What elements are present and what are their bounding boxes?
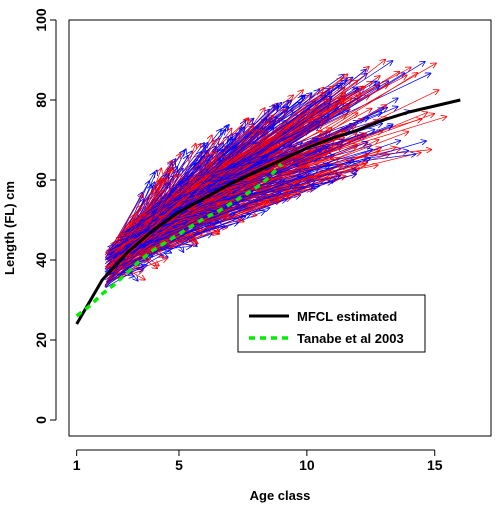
red-tag-arrow — [158, 154, 388, 226]
red-tag-arrow — [191, 148, 294, 214]
red-tag-arrow — [116, 161, 173, 245]
blue-tag-arrow — [130, 103, 281, 257]
blue-tag-arrow — [127, 183, 170, 241]
red-tag-arrow — [113, 144, 201, 252]
red-tag-arrow — [145, 191, 232, 242]
y-tick-label: 80 — [33, 92, 49, 108]
growth-curves — [75, 98, 461, 325]
blue-tag-arrow — [197, 141, 345, 177]
mfcl-estimated-curve — [75, 98, 461, 325]
legend-box — [237, 294, 426, 353]
red-tag-arrow — [108, 208, 166, 261]
legend: MFCL estimated Tanabe et al 2003 — [237, 294, 426, 353]
y-tick-label: 20 — [33, 332, 49, 348]
red-tag-arrow — [140, 136, 366, 220]
y-tick-label: 60 — [33, 172, 49, 188]
blue-tag-arrow — [116, 84, 343, 248]
blue-tag-arrow — [107, 156, 204, 252]
x-axis: 1 5 10 15 — [73, 449, 443, 473]
legend-label-mfcl: MFCL estimated — [297, 309, 397, 324]
red-tag-arrow — [143, 214, 205, 222]
y-axis: 0 20 40 60 80 100 — [33, 8, 57, 424]
x-tick-label: 10 — [299, 457, 315, 473]
blue-tag-arrow — [189, 141, 400, 213]
red-tag-arrow — [114, 126, 253, 253]
red-tag-arrow — [108, 258, 167, 281]
red-tag-arrow — [136, 115, 274, 244]
blue-tag-arrow — [149, 156, 188, 234]
y-tick-label: 100 — [33, 8, 49, 32]
x-tick-label: 1 — [73, 457, 81, 473]
blue-tag-arrow — [181, 118, 368, 198]
red-tag-arrow — [153, 166, 342, 241]
red-tag-arrow — [181, 99, 329, 193]
red-tag-arrow — [191, 158, 216, 203]
blue-tag-arrow — [118, 164, 236, 236]
y-tick-label: 0 — [33, 416, 49, 424]
blue-tag-arrow — [105, 195, 265, 288]
y-axis-title: Length (FL) cm — [2, 181, 17, 275]
x-tick-label: 15 — [427, 457, 443, 473]
y-tick-label: 40 — [33, 252, 49, 268]
blue-tag-arrow — [182, 113, 381, 185]
blue-tag-arrow — [151, 96, 305, 217]
red-tag-arrow — [107, 130, 263, 252]
red-tag-arrow — [179, 171, 336, 206]
x-axis-title: Age class — [250, 488, 311, 503]
plot-frame — [68, 19, 492, 437]
red-tag-arrow — [115, 119, 248, 239]
tag-arrow-group — [104, 60, 446, 289]
tanabe-2003-curve — [75, 162, 283, 318]
x-tick-label: 5 — [175, 457, 183, 473]
red-tag-arrow — [200, 147, 396, 197]
legend-label-tanabe: Tanabe et al 2003 — [297, 331, 404, 346]
blue-tag-arrow — [141, 158, 370, 245]
